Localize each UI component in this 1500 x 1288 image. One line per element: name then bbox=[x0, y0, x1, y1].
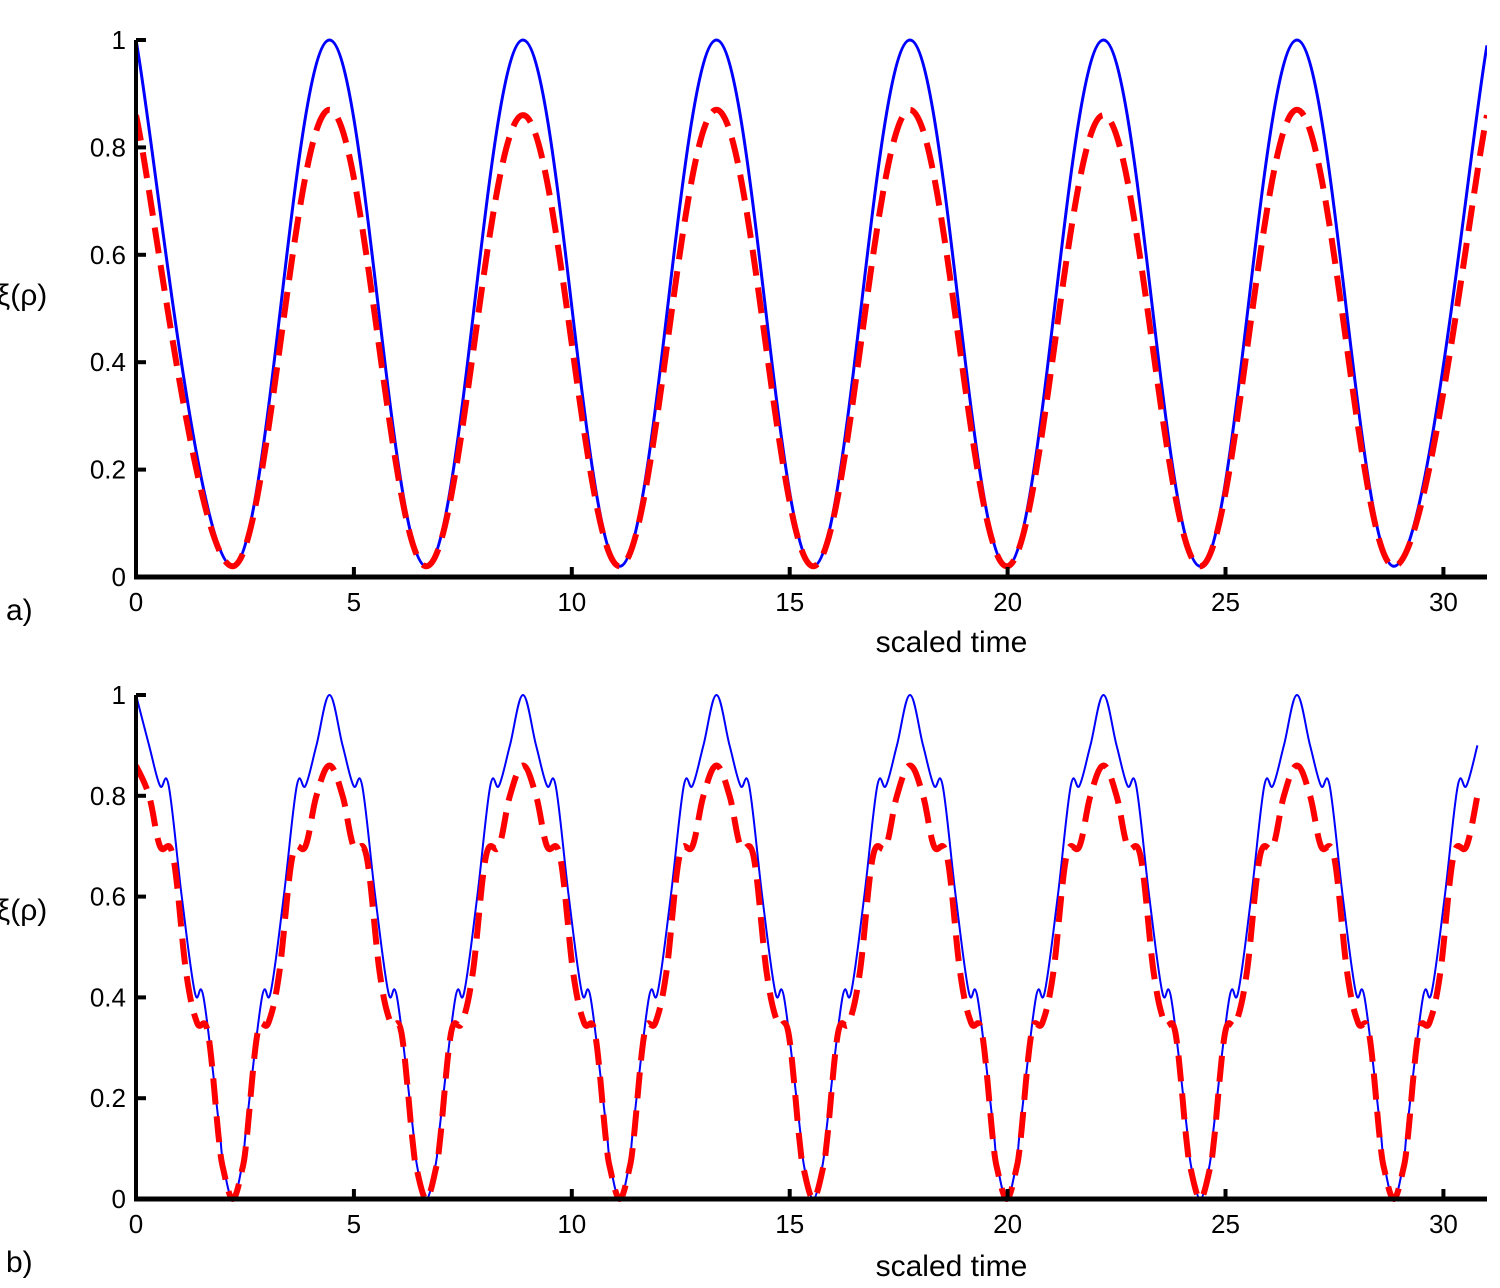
x-tick-label: 15 bbox=[775, 1209, 804, 1239]
y-tick-label: 1 bbox=[112, 25, 126, 55]
panel-a: 0 5 10 15 20 25 30 0 0.2 0.4 0.6 0.8 1 scaled time ξ(ρ… bbox=[0, 25, 1487, 659]
x-tick-label: 20 bbox=[993, 587, 1022, 617]
x-tick-label: 5 bbox=[347, 587, 361, 617]
x-axis-title: scaled time bbox=[876, 626, 1028, 659]
series-line-dashed bbox=[136, 762, 1481, 1202]
y-tick-label: 0 bbox=[112, 562, 126, 592]
y-tick-label: 0.4 bbox=[90, 347, 126, 377]
y-tick-label: 0 bbox=[112, 1184, 126, 1214]
y-tick-label: 0.4 bbox=[90, 982, 126, 1012]
series-group bbox=[136, 38, 1487, 570]
y-tick-label: 0.6 bbox=[90, 882, 126, 912]
y-axis-title: ξ(ρ) bbox=[0, 279, 47, 312]
series-line-dashed bbox=[136, 106, 1487, 570]
y-tick-label: 0.8 bbox=[90, 132, 126, 162]
x-tick-label: 5 bbox=[347, 1209, 361, 1239]
x-tick-label: 15 bbox=[775, 587, 804, 617]
x-tick-label: 25 bbox=[1211, 587, 1240, 617]
x-tick-label: 10 bbox=[557, 1209, 586, 1239]
y-tick-label: 0.2 bbox=[90, 455, 126, 485]
y-tick-label: 0.2 bbox=[90, 1083, 126, 1113]
panel-label: b) bbox=[6, 1246, 33, 1279]
x-tick-label: 0 bbox=[129, 587, 143, 617]
x-tick-label: 30 bbox=[1429, 1209, 1458, 1239]
series-group bbox=[136, 694, 1481, 1202]
x-tick-label: 25 bbox=[1211, 1209, 1240, 1239]
y-axis-title: ξ(ρ) bbox=[0, 894, 47, 927]
panel-b: 0 5 10 15 20 25 30 0 0.2 0.4 0.6 0.8 1 scaled time ξ(ρ… bbox=[0, 680, 1487, 1283]
x-axis-title: scaled time bbox=[876, 1250, 1028, 1283]
x-tick-label: 30 bbox=[1429, 587, 1458, 617]
y-tick-label: 0.8 bbox=[90, 781, 126, 811]
panel-label: a) bbox=[6, 594, 33, 627]
x-tick-label: 0 bbox=[129, 1209, 143, 1239]
x-tick-label: 10 bbox=[557, 587, 586, 617]
y-tick-label: 0.6 bbox=[90, 240, 126, 270]
y-tick-label: 1 bbox=[112, 680, 126, 710]
series-line-solid bbox=[136, 694, 1479, 1200]
x-tick-label: 20 bbox=[993, 1209, 1022, 1239]
